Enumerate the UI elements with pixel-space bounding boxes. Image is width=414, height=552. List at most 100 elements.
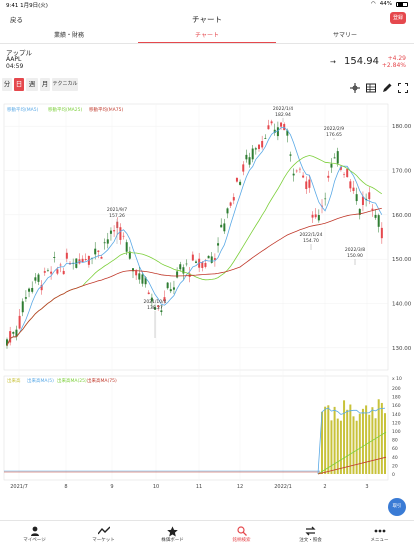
register-button[interactable]: 登録 — [390, 12, 406, 24]
candle-body — [44, 271, 46, 273]
nav-orders[interactable]: 注文・照会 — [276, 521, 345, 552]
pencil-icon[interactable] — [382, 78, 392, 88]
annotation-price: 182.94 — [275, 112, 291, 118]
nav-mypage[interactable]: マイページ — [0, 521, 69, 552]
volume-bar — [337, 419, 339, 474]
annotation-price: 138.27 — [147, 305, 163, 311]
candle-body — [368, 192, 370, 199]
volume-bar — [359, 414, 361, 474]
period-week-button[interactable]: 週 — [26, 78, 38, 91]
status-time: 9:41 1月9日(火) — [6, 1, 48, 9]
candle-body — [170, 289, 172, 291]
change-value: +4.29 — [388, 55, 406, 62]
volume-legend-item: 出来高MA(25) — [57, 377, 87, 384]
candle-body — [220, 225, 222, 228]
candle-body — [327, 176, 329, 178]
annotation-date: 2021/10/4 — [143, 299, 166, 305]
volume-bar — [346, 410, 348, 474]
volume-bar — [327, 405, 329, 474]
candle-body — [280, 123, 282, 127]
volume-tick-label: 40 — [392, 455, 398, 461]
candle-body — [192, 255, 194, 261]
volume-legend-item: 出来高MA(75) — [87, 377, 117, 384]
volume-bar — [381, 403, 383, 474]
tab-chart[interactable]: チャート — [138, 29, 276, 43]
candle-body — [63, 271, 65, 274]
x-tick-label: 12 — [237, 484, 243, 490]
candle-body — [353, 188, 355, 191]
status-bar: 9:41 1月9日(火) ◠ 44% — [0, 0, 414, 10]
nav-market[interactable]: マーケット — [69, 521, 138, 552]
period-day-button[interactable]: 日 — [14, 78, 24, 91]
volume-unit: x 10 — [392, 376, 402, 382]
candle-body — [308, 180, 310, 188]
candle-body — [123, 236, 125, 237]
annotation-date: 2022/1/4 — [273, 106, 293, 112]
technical-button[interactable]: テクニカル — [52, 78, 78, 91]
volume-tick-label: 60 — [392, 446, 398, 452]
candle-body — [19, 316, 21, 329]
candle-body — [239, 182, 241, 185]
tab-summary[interactable]: サマリー — [276, 29, 414, 43]
volume-tick-label: 0 — [392, 472, 395, 478]
candle-body — [343, 174, 345, 175]
candle-body — [204, 263, 206, 267]
nav-search[interactable]: 銘柄検索 — [207, 521, 276, 552]
price-chart[interactable]: 180.00 170.00 160.00 150.00 140.00 130.00 移動平均… — [0, 98, 414, 496]
volume-tick-label: 160 — [392, 403, 401, 409]
candle-body — [261, 141, 263, 147]
period-minute-button[interactable]: 分 — [2, 78, 12, 91]
annotation-price: 157.26 — [109, 213, 125, 219]
fullscreen-icon[interactable] — [398, 78, 408, 88]
candle-body — [290, 154, 292, 155]
chart-controls: 分 日 週 月 テクニカル — [0, 78, 414, 92]
volume-tick-label: 140 — [392, 412, 401, 418]
x-tick-label: 8 — [64, 484, 67, 490]
nav-label: 株価ボード — [138, 537, 207, 543]
candle-body — [126, 242, 128, 252]
annotation-price: 150.90 — [347, 253, 363, 259]
tab-financials[interactable]: 業績・財務 — [0, 29, 138, 43]
candle-body — [217, 243, 219, 245]
navbar: 戻る チャート 登録 — [0, 10, 414, 28]
candle-body — [249, 157, 251, 164]
candle-body — [252, 149, 254, 160]
candle-body — [94, 249, 96, 255]
candle-body — [267, 125, 269, 129]
nav-menu[interactable]: メニュー — [345, 521, 414, 552]
crosshair-icon[interactable] — [350, 78, 360, 88]
volume-tick-label: 100 — [392, 429, 401, 435]
volume-legend-item: 出来高MA(5) — [27, 377, 54, 384]
candle-body — [104, 242, 106, 243]
price-tick-label: 140.00 — [392, 302, 412, 308]
search-icon — [207, 525, 276, 537]
trade-fab-button[interactable]: 取引 — [388, 498, 406, 516]
candle-body — [255, 148, 257, 149]
period-month-button[interactable]: 月 — [40, 78, 50, 91]
ma75-line — [7, 208, 382, 346]
volume-bar — [343, 400, 345, 474]
candle-body — [315, 214, 317, 217]
person-icon — [0, 525, 69, 537]
candle-body — [34, 277, 36, 280]
stock-ticker: AAPL — [6, 56, 21, 63]
x-tick-label: 2 — [323, 484, 326, 490]
x-tick-label: 3 — [365, 484, 368, 490]
stock-time: 04:59 — [6, 63, 23, 70]
volume-tick-label: 120 — [392, 420, 401, 426]
volume-bar — [349, 405, 351, 474]
candle-body — [107, 239, 109, 243]
candle-body — [375, 215, 377, 218]
nav-label: マイページ — [0, 537, 69, 543]
nav-board[interactable]: 株価ボード — [138, 521, 207, 552]
candle-body — [312, 215, 314, 218]
page-title: チャート — [0, 14, 414, 25]
candle-body — [277, 127, 279, 136]
candle-body — [293, 174, 295, 176]
battery-percent: 44% — [380, 1, 392, 7]
transfer-icon — [276, 525, 345, 537]
candle-body — [148, 293, 150, 295]
candle-body — [356, 194, 358, 201]
candle-body — [208, 256, 210, 258]
table-icon[interactable] — [366, 78, 376, 88]
